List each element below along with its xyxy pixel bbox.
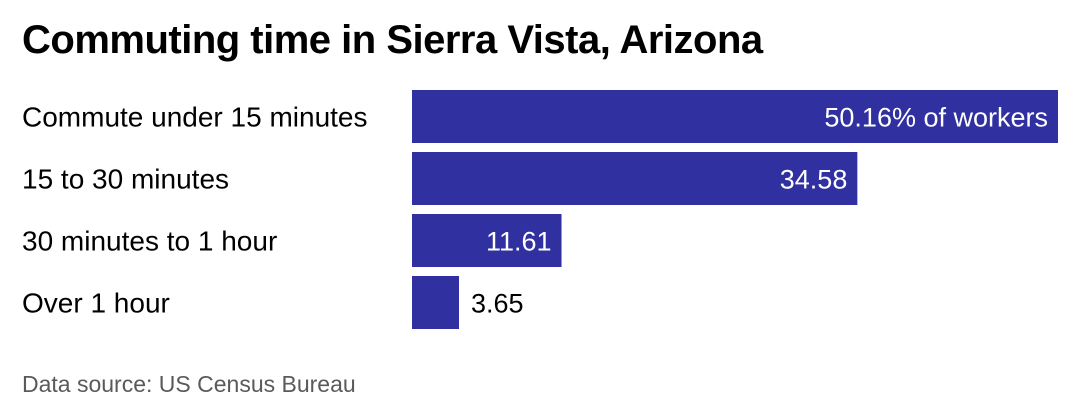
data-source-note: Data source: US Census Bureau: [22, 371, 356, 397]
category-label: Over 1 hour: [22, 288, 170, 319]
value-label: 11.61: [486, 227, 552, 257]
category-label: 15 to 30 minutes: [22, 164, 229, 195]
category-label: Commute under 15 minutes: [22, 102, 368, 133]
category-label: 30 minutes to 1 hour: [22, 226, 277, 257]
value-label: 50.16% of workers: [824, 103, 1048, 133]
bar: [412, 90, 1058, 143]
bar: [412, 152, 858, 205]
bar: [412, 276, 460, 329]
chart-title: Commuting time in Sierra Vista, Arizona: [22, 18, 763, 62]
value-label: 34.58: [780, 165, 848, 195]
bar-chart: Commute under 15 minutes 50.16% of worker…: [22, 90, 1058, 329]
bar: [412, 214, 562, 267]
value-label: 3.65: [471, 289, 524, 319]
